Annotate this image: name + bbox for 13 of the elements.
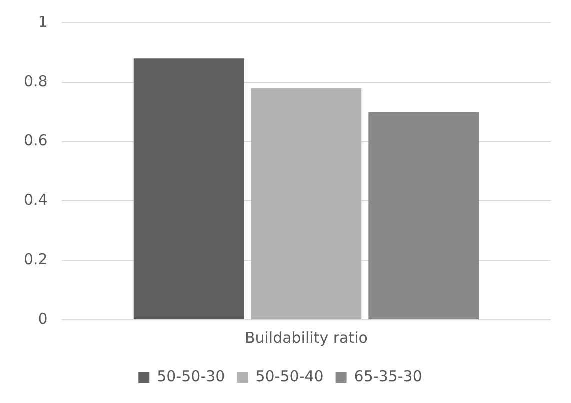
bar [134,58,244,320]
legend-label: 65-35-30 [354,367,422,386]
y-tick-label: 0.6 [24,132,48,150]
y-tick-label: 0.2 [24,250,48,268]
y-tick-label: 0.8 [24,72,48,90]
y-tick-label: 0 [38,310,48,328]
x-tick-label: Buildability ratio [244,328,368,347]
y-tick-label: 0.4 [24,191,48,210]
y-tick-label: 1 [38,12,48,31]
legend-label: 50-50-30 [157,367,226,386]
legend-label: 50-50-40 [256,367,324,386]
bar [251,88,362,320]
bar [368,112,479,320]
